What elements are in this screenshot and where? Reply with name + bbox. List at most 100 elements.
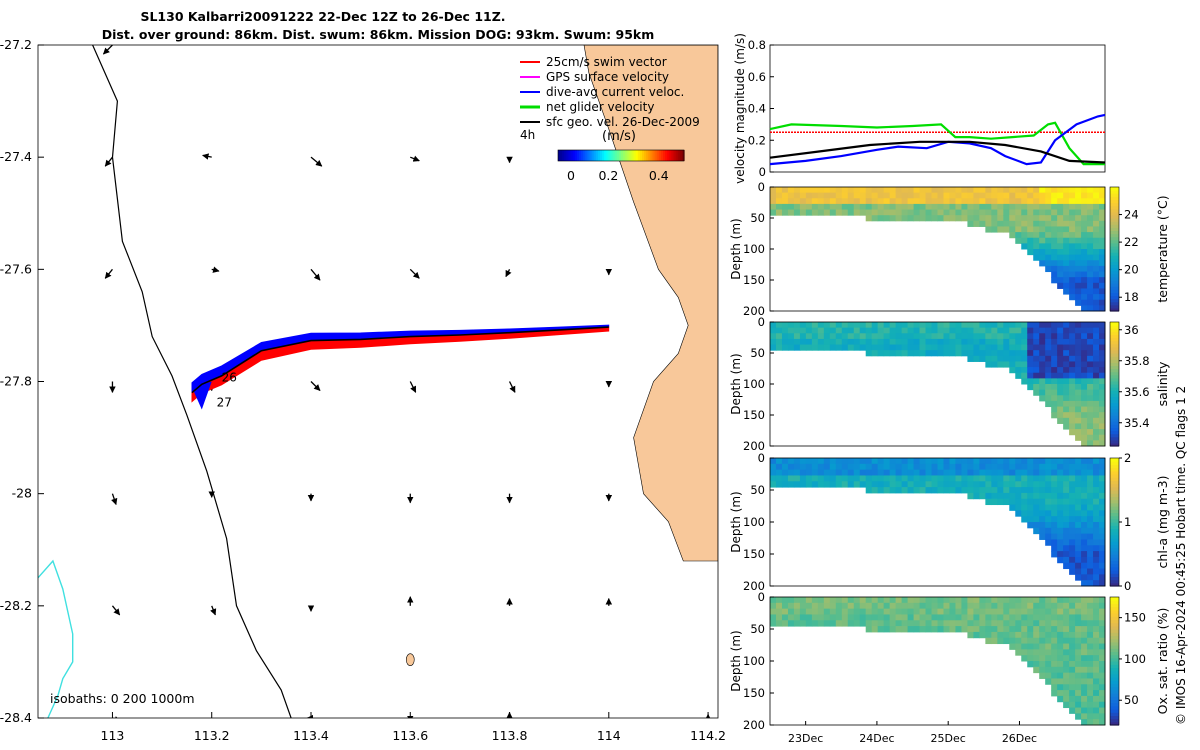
section-cell: [919, 481, 927, 488]
colorbar-cell: [1110, 362, 1119, 366]
section-cell: [1057, 254, 1064, 261]
section-cell: [1051, 522, 1058, 529]
section-cell: [973, 475, 980, 482]
section-cell: [1027, 481, 1034, 488]
section-cell: [1087, 350, 1094, 357]
section-cell: [1033, 649, 1040, 656]
colorbar-cell: [1110, 421, 1119, 425]
section-cell: [1075, 254, 1082, 261]
section-cell: [1081, 678, 1088, 685]
section-cell: [829, 620, 837, 627]
section-cell: [1087, 288, 1094, 295]
colorbar-cell: [1110, 531, 1119, 536]
colorbar-tick-label: 22: [1124, 235, 1139, 249]
section-cell: [1033, 226, 1040, 233]
section-cell: [961, 620, 968, 627]
section-cell: [1027, 232, 1034, 239]
section-cell: [859, 602, 867, 610]
section-cell: [925, 327, 933, 334]
colorbar-cell: [1110, 582, 1119, 587]
section-cell: [1069, 277, 1076, 284]
section-cell: [1039, 198, 1046, 205]
section-cell: [901, 327, 909, 334]
section-cell: [1027, 504, 1034, 511]
section-cell: [943, 626, 950, 633]
section-cell: [793, 597, 801, 604]
section-cell: [1069, 666, 1076, 674]
time-x-tick-label: 26Dec: [1002, 732, 1037, 745]
section-cell: [877, 475, 885, 482]
isobath-200m-line: [92, 45, 292, 718]
section-cell: [961, 187, 968, 194]
section-cell: [1099, 299, 1106, 306]
section-cell: [1069, 423, 1076, 430]
section-cell: [955, 203, 962, 211]
section-cell: [1093, 631, 1100, 639]
section-cell: [931, 327, 938, 334]
section-cell: [811, 338, 819, 346]
section-cell: [823, 469, 831, 476]
section-cell: [1087, 556, 1094, 564]
section-cell: [925, 344, 933, 351]
section-cell: [1099, 226, 1106, 233]
section-cell: [1093, 384, 1100, 391]
section-cell: [1045, 522, 1052, 529]
section-cell: [949, 203, 956, 211]
section-cell: [913, 333, 921, 340]
section-cell: [1039, 475, 1046, 482]
section-cell: [781, 203, 789, 211]
section-cell: [1039, 487, 1046, 494]
section-cell: [949, 344, 956, 351]
section-cell: [1087, 344, 1094, 351]
section-cell: [997, 463, 1004, 471]
legend-scale-label: 4h: [520, 128, 535, 142]
section-cell: [1099, 254, 1106, 261]
section-cell: [1087, 260, 1094, 267]
section-cell: [949, 608, 956, 615]
section-cell: [1069, 458, 1076, 465]
speed-colorbar-cell: [585, 150, 588, 161]
section-cell: [877, 187, 885, 194]
colorbar-cell: [1110, 509, 1119, 513]
colorbar-cell: [1110, 331, 1119, 335]
section-cell: [775, 209, 783, 216]
section-cell: [895, 626, 903, 633]
section-cell: [787, 198, 795, 205]
section-cell: [1063, 701, 1070, 709]
section-cell: [1093, 417, 1100, 424]
section-cell: [1093, 288, 1100, 295]
section-cell: [913, 487, 921, 494]
section-cell: [1099, 378, 1106, 385]
section-cell: [835, 620, 843, 627]
section-cell: [871, 215, 879, 222]
section-cell: [1033, 492, 1040, 500]
section-cell: [943, 614, 950, 621]
section-cell: [1075, 355, 1082, 362]
section-cell: [1075, 372, 1082, 379]
section-cell: [943, 209, 950, 216]
section-cell: [1087, 271, 1094, 278]
section-cell: [1021, 626, 1028, 633]
section-cell: [913, 458, 921, 465]
section-cell: [889, 475, 897, 482]
section-cell: [805, 597, 813, 604]
section-cell: [1069, 361, 1076, 368]
section-cell: [1057, 260, 1064, 267]
section-cell: [877, 192, 885, 199]
section-cell: [883, 344, 891, 351]
section-cell: [1099, 198, 1106, 205]
section-cell: [997, 361, 1004, 368]
section-cell: [835, 481, 843, 488]
section-cell: [1093, 516, 1100, 523]
section-cell: [781, 608, 789, 615]
section-cell: [1057, 209, 1064, 216]
colorbar-cell: [1110, 402, 1119, 407]
section-cell: [1093, 338, 1100, 346]
section-cell: [1081, 719, 1088, 726]
section-cell: [1039, 597, 1046, 604]
section-cell: [1081, 469, 1088, 476]
section-cell: [835, 198, 843, 205]
section-cell: [937, 614, 944, 621]
velocity-y-tick-label: 0.4: [748, 102, 766, 116]
section-cell: [1063, 327, 1070, 334]
